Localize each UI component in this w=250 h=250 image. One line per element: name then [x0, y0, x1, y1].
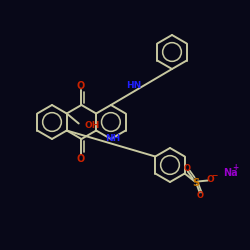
Text: O: O	[76, 81, 84, 91]
Text: O: O	[183, 164, 190, 173]
Text: O: O	[196, 191, 203, 200]
Text: +: +	[233, 163, 239, 172]
Text: NH: NH	[106, 134, 120, 143]
Text: O: O	[76, 154, 84, 164]
Text: Na: Na	[223, 168, 237, 177]
Text: OH: OH	[85, 121, 100, 130]
Text: HN: HN	[126, 80, 141, 90]
Text: −: −	[212, 171, 218, 180]
Text: O: O	[207, 175, 214, 184]
Text: S: S	[192, 178, 199, 188]
